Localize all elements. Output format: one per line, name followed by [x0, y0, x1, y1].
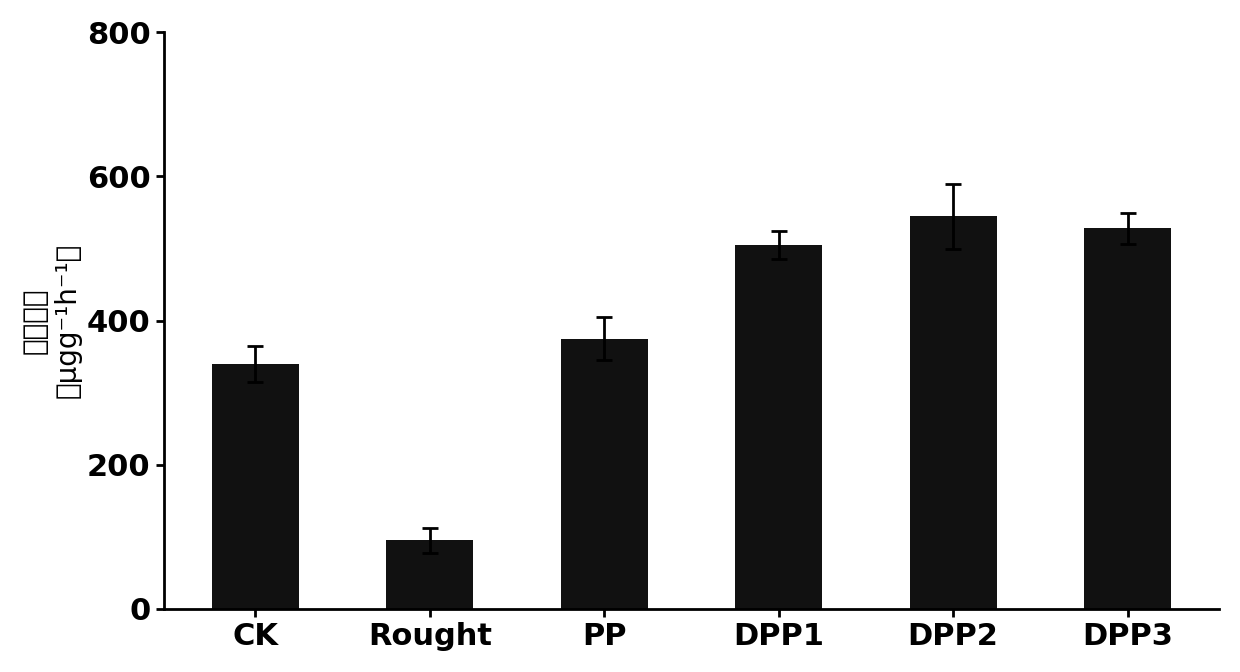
Bar	[386, 540, 474, 609]
Bar	[560, 339, 647, 609]
Bar	[735, 245, 822, 609]
Bar	[1084, 228, 1172, 609]
Bar	[212, 364, 299, 609]
Bar	[909, 216, 997, 609]
Y-axis label: 根系活力
（μgg⁻¹h⁻¹）: 根系活力 （μgg⁻¹h⁻¹）	[21, 243, 82, 398]
